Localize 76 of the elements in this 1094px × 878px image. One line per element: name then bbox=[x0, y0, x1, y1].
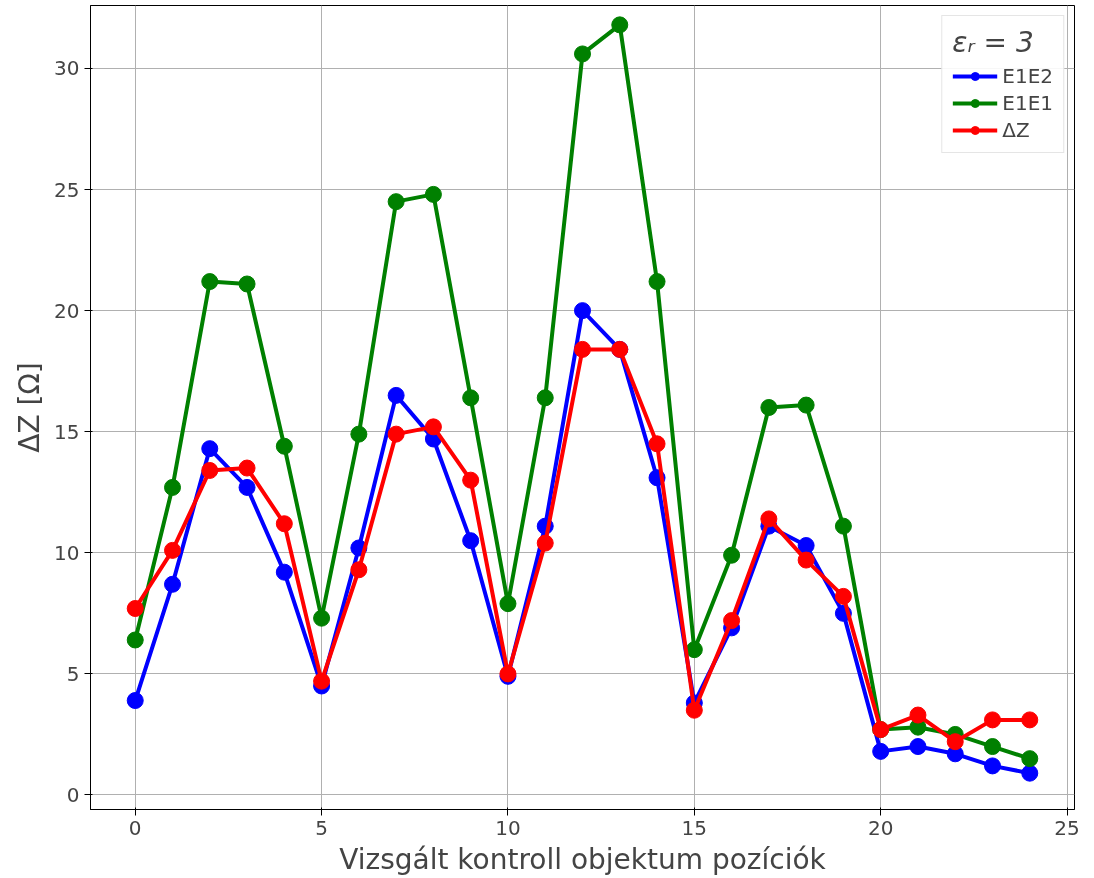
point bbox=[723, 612, 741, 630]
point bbox=[238, 478, 256, 496]
y-tick-label: 10 bbox=[54, 540, 80, 565]
x-tick-label: 15 bbox=[681, 815, 708, 840]
point bbox=[350, 425, 368, 443]
point bbox=[462, 471, 480, 489]
legend-label: E1E2 bbox=[1002, 64, 1053, 88]
x-tick-label: 20 bbox=[867, 815, 894, 840]
point bbox=[275, 437, 293, 455]
point bbox=[275, 563, 293, 581]
point bbox=[164, 541, 181, 559]
point bbox=[387, 425, 405, 443]
point bbox=[387, 193, 405, 211]
x-tick-label: 5 bbox=[315, 815, 328, 840]
point bbox=[201, 461, 219, 479]
point bbox=[909, 738, 927, 756]
point bbox=[648, 273, 666, 291]
y-tick-label: 30 bbox=[54, 56, 80, 81]
point bbox=[574, 340, 591, 358]
point bbox=[350, 561, 368, 579]
point bbox=[424, 185, 442, 203]
point bbox=[536, 389, 554, 407]
point bbox=[424, 418, 442, 436]
point bbox=[834, 517, 852, 535]
point bbox=[834, 587, 852, 605]
point bbox=[574, 302, 591, 320]
x-tick-label: 0 bbox=[128, 815, 142, 840]
point bbox=[797, 551, 815, 569]
point bbox=[126, 692, 144, 710]
point bbox=[760, 510, 778, 528]
y-tick-label: 20 bbox=[54, 298, 80, 323]
y-axis-title: ΔZ [Ω] bbox=[13, 362, 47, 453]
point bbox=[164, 478, 181, 496]
x-axis-title: Vizsgált kontroll objektum pozíciók bbox=[339, 842, 827, 876]
point bbox=[126, 600, 144, 617]
point bbox=[313, 672, 331, 690]
point bbox=[1021, 750, 1039, 768]
point bbox=[462, 389, 480, 407]
legend-title: εᵣ = 3 bbox=[952, 26, 1035, 59]
point bbox=[685, 701, 703, 719]
point bbox=[238, 275, 256, 293]
point bbox=[313, 609, 331, 627]
point bbox=[126, 631, 144, 649]
point bbox=[984, 711, 1001, 729]
point bbox=[797, 396, 815, 414]
point bbox=[909, 706, 927, 724]
point bbox=[872, 742, 890, 760]
point bbox=[611, 16, 629, 34]
point bbox=[387, 386, 405, 404]
point bbox=[462, 532, 480, 550]
point bbox=[201, 273, 219, 291]
point bbox=[1021, 764, 1039, 782]
point bbox=[499, 595, 517, 613]
y-tick-label: 25 bbox=[54, 177, 80, 202]
point bbox=[648, 435, 666, 453]
point bbox=[797, 537, 815, 555]
point bbox=[984, 757, 1001, 775]
point bbox=[536, 534, 554, 552]
y-tick-label: 15 bbox=[54, 419, 80, 444]
point bbox=[723, 546, 741, 564]
legend-label: E1E1 bbox=[1002, 91, 1053, 115]
point bbox=[275, 515, 293, 533]
point bbox=[574, 45, 591, 63]
legend-label: ΔZ bbox=[1002, 118, 1030, 142]
point bbox=[760, 399, 778, 416]
point bbox=[1021, 711, 1039, 729]
x-tick-label: 25 bbox=[1054, 815, 1080, 840]
y-tick-label: 5 bbox=[66, 661, 80, 686]
x-tick-label: 10 bbox=[495, 815, 521, 840]
y-tick-label: 0 bbox=[66, 782, 80, 807]
point bbox=[201, 440, 219, 458]
point bbox=[946, 733, 964, 751]
point bbox=[685, 641, 703, 659]
point bbox=[164, 575, 181, 593]
point bbox=[984, 738, 1001, 756]
point bbox=[238, 459, 256, 477]
